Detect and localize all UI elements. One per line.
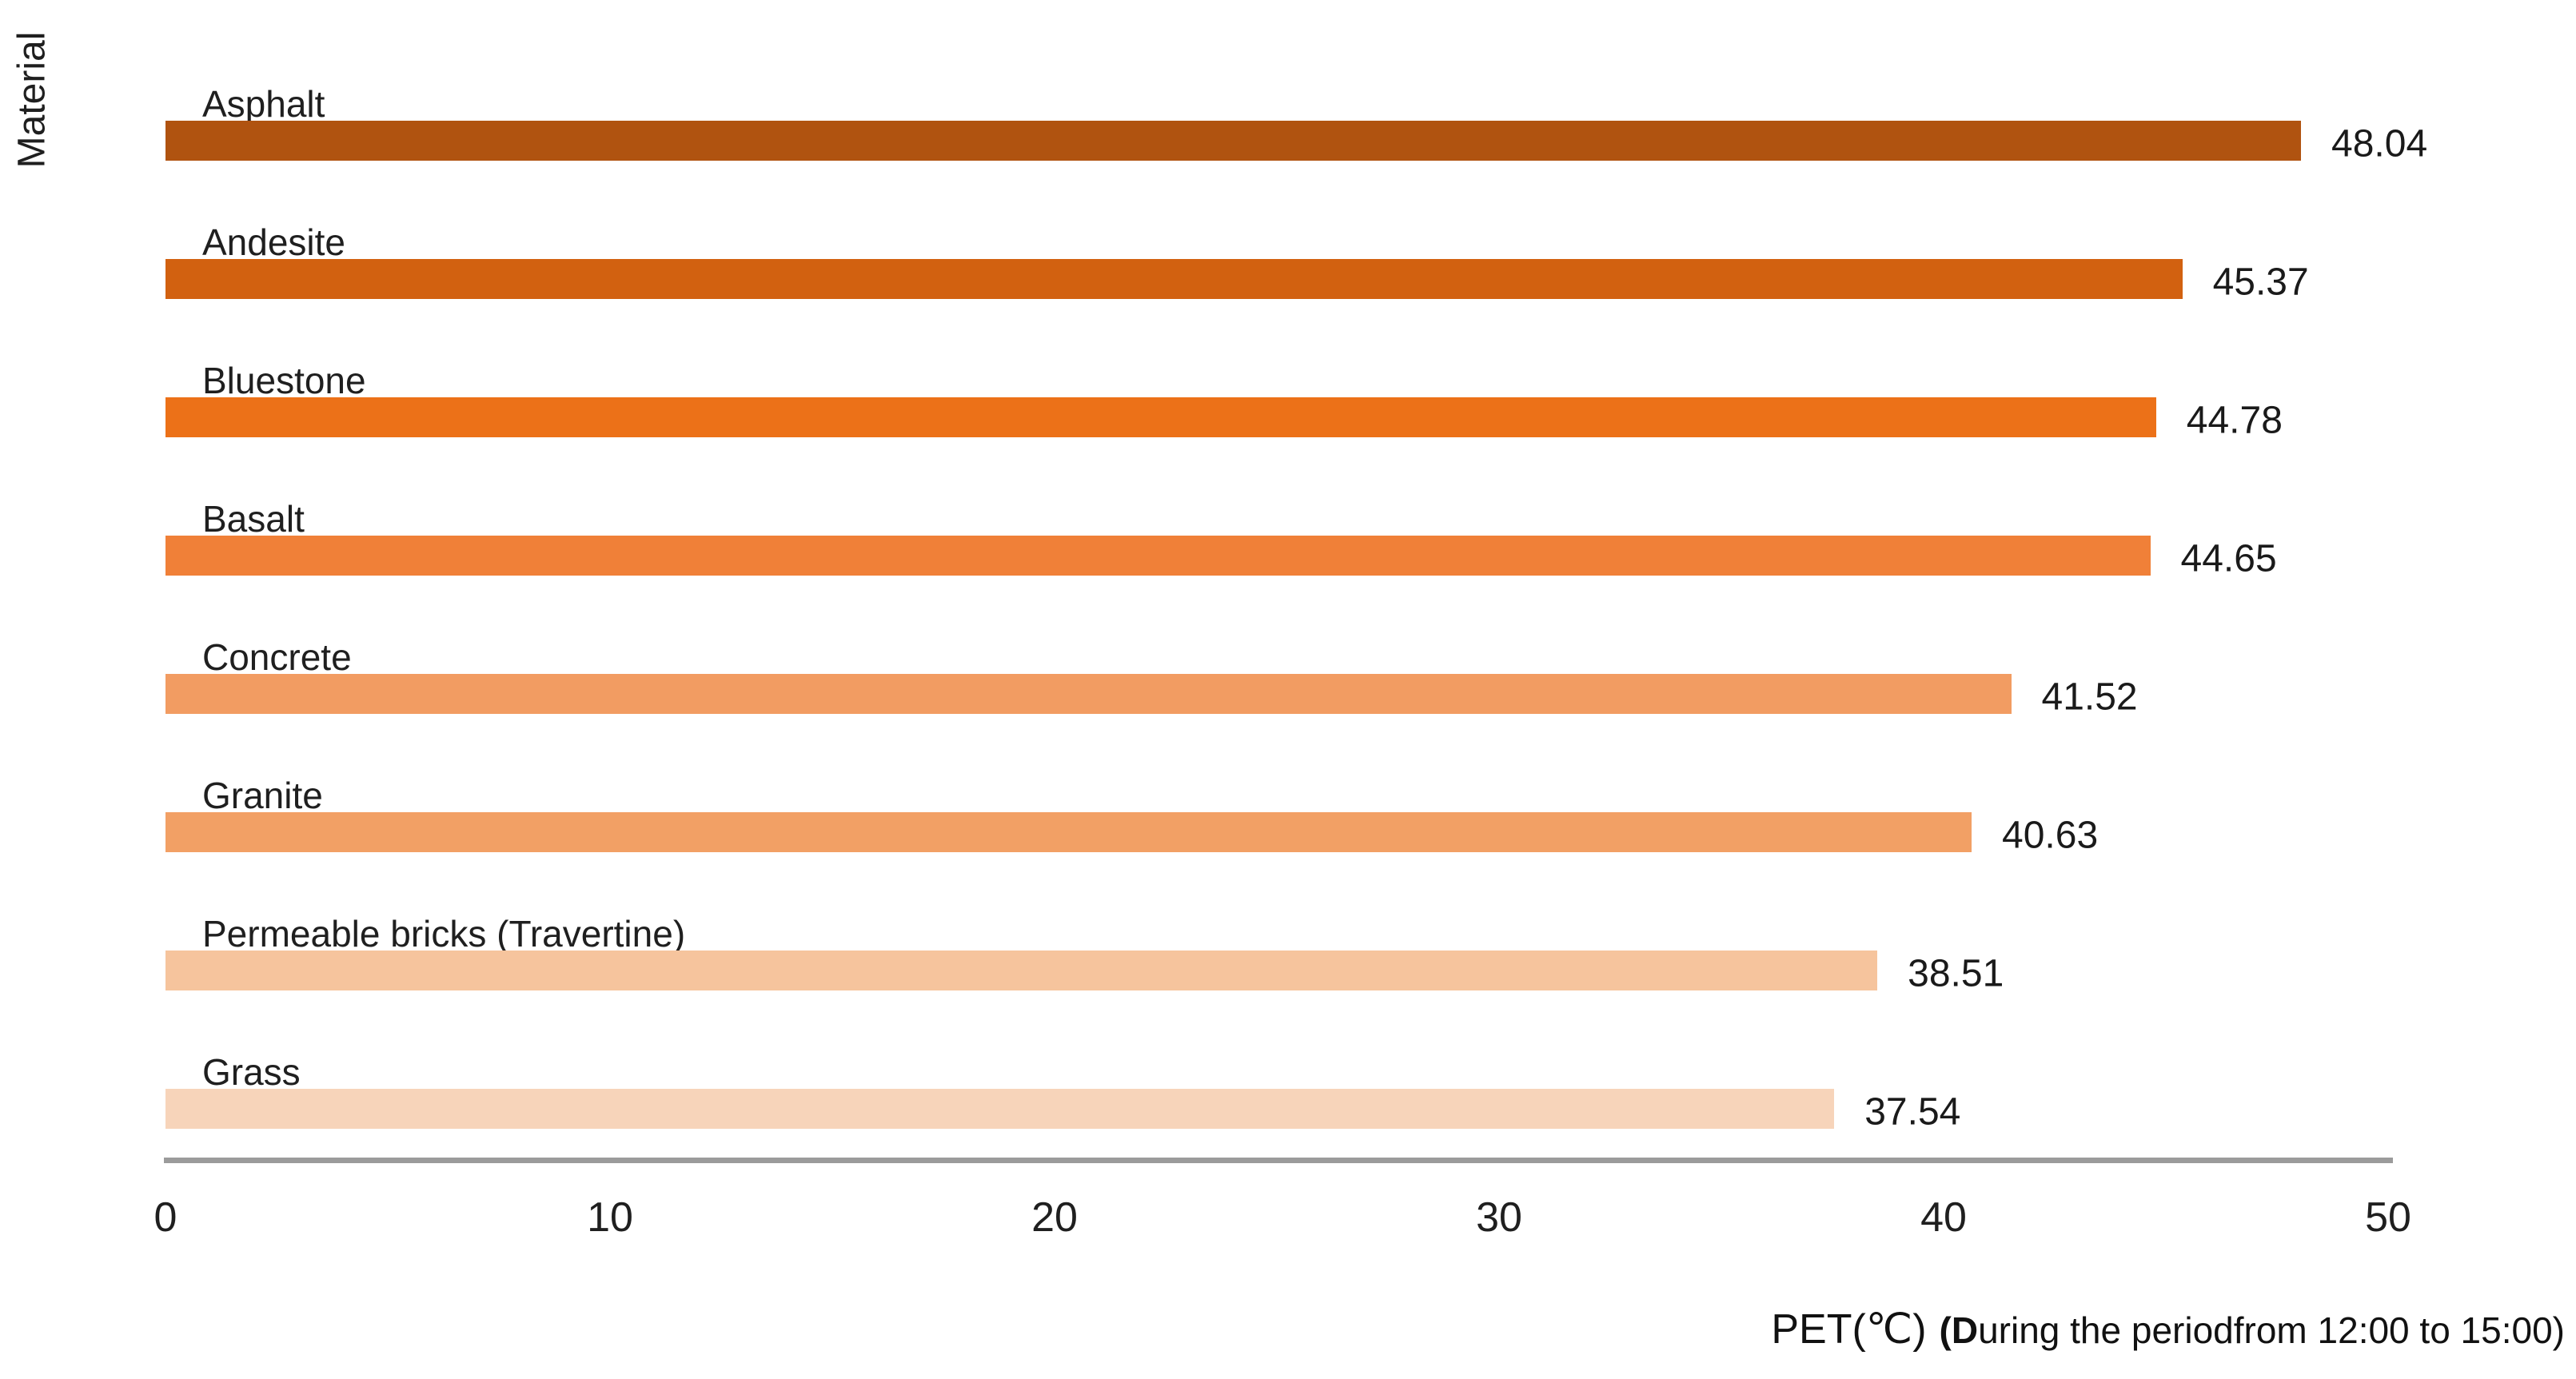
category-label: Permeable bricks (Travertine): [202, 913, 686, 955]
x-axis-title-note: (During the periodfrom 12:00 to 15:00): [1939, 1309, 2565, 1351]
value-label: 40.63: [2002, 814, 2099, 857]
bar: [165, 536, 2151, 576]
x-axis-title-main: PET(℃): [1771, 1306, 1927, 1353]
value-label: 48.04: [2331, 122, 2428, 165]
category-label: Granite: [202, 775, 323, 816]
y-axis-title: Material: [10, 31, 54, 169]
category-label: Basalt: [202, 498, 305, 540]
x-tick-label: 50: [2365, 1194, 2411, 1241]
x-tick-label: 20: [1031, 1194, 1078, 1241]
bar: [165, 1089, 1835, 1129]
bar: [165, 674, 2012, 714]
bar: [165, 259, 2183, 299]
x-tick-label: 30: [1476, 1194, 1522, 1241]
value-label: 38.51: [1908, 952, 2004, 995]
value-label: 44.65: [2180, 537, 2277, 580]
bar: [165, 812, 1972, 852]
value-label: 45.37: [2212, 261, 2309, 304]
category-label: Andesite: [202, 221, 346, 263]
bar: [165, 121, 2302, 161]
x-tick-label: 0: [154, 1194, 177, 1241]
value-label: 41.52: [2041, 676, 2138, 719]
x-tick-label: 40: [1920, 1194, 1967, 1241]
value-label: 37.54: [1864, 1090, 1961, 1134]
x-tick-label: 10: [587, 1194, 633, 1241]
value-label: 44.78: [2186, 399, 2283, 442]
category-label: Concrete: [202, 636, 352, 678]
x-axis-line: [164, 1158, 2393, 1163]
bar: [165, 397, 2156, 437]
category-label: Asphalt: [202, 83, 325, 125]
bar: [165, 951, 1878, 990]
x-axis-title: PET(℃) (During the periodfrom 12:00 to 15…: [1771, 1305, 2565, 1353]
category-label: Bluestone: [202, 360, 366, 401]
category-label: Grass: [202, 1051, 301, 1093]
